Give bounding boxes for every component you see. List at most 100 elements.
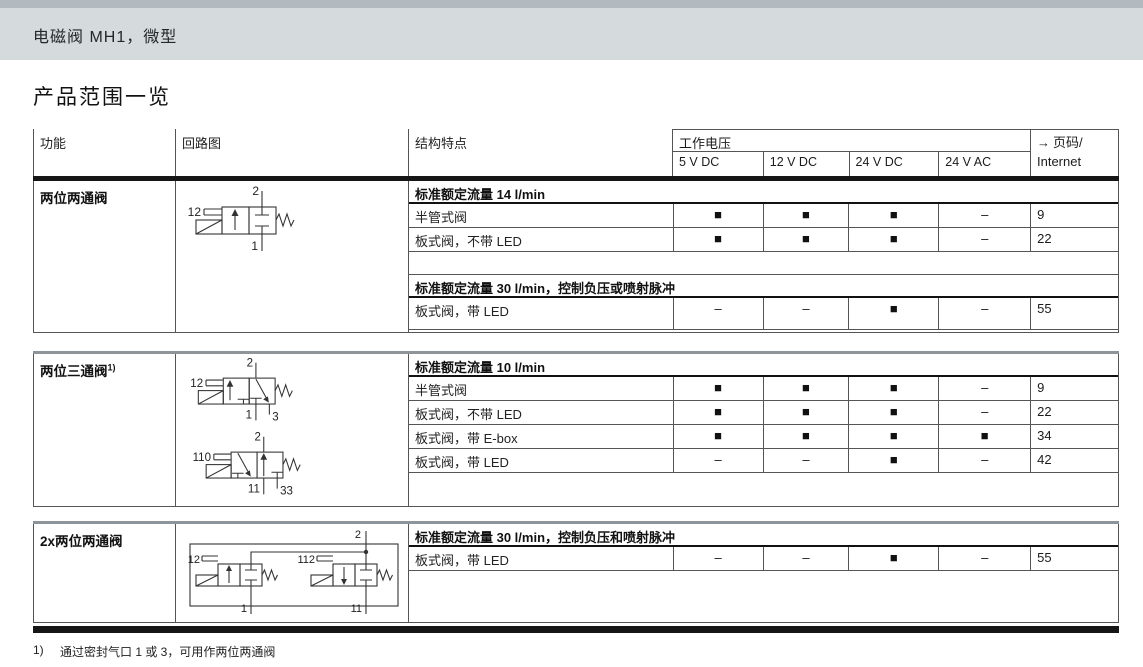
- row-label: 板式阀，带 LED: [415, 553, 509, 568]
- availability-cell: ■: [848, 401, 938, 424]
- availability-cell: ■: [672, 401, 763, 424]
- availability-cell: –: [672, 449, 763, 472]
- voltage-group-title: 工作电压: [673, 130, 1030, 152]
- availability-cell: –: [762, 547, 849, 570]
- voltage-subheaders: 5 V DC 12 V DC 24 V DC 24 V AC: [673, 152, 1030, 176]
- table-header-row: 功能 回路图 结构特点 工作电压 5 V DC 12 V DC 24 V DC …: [33, 129, 1119, 176]
- availability-cell: ■: [672, 228, 763, 251]
- availability-cell: –: [938, 298, 1030, 329]
- row-label: 板式阀，不带 LED: [415, 407, 522, 422]
- page-number-cell: 42: [1030, 449, 1118, 472]
- function-label: 两位三通阀: [40, 364, 108, 379]
- port-label-top: 2: [254, 432, 260, 444]
- col-header-5vdc: 5 V DC: [679, 155, 720, 169]
- section-title: 产品范围一览: [33, 86, 171, 109]
- availability-cell: ■: [672, 425, 763, 448]
- availability-cell: ■: [672, 204, 763, 227]
- availability-cell: ■: [848, 228, 938, 251]
- circuit-cell: 12 112 2 1 11: [175, 524, 408, 622]
- port-label-top: 2: [247, 358, 253, 370]
- col-header-12vdc: 12 V DC: [762, 152, 849, 176]
- table-row: 板式阀，带 E-box ■ ■ ■ ■ 34: [409, 425, 1118, 449]
- spacer-row: [409, 252, 1118, 275]
- table-row: 板式阀，不带 LED ■ ■ ■ – 22: [409, 228, 1118, 252]
- circuit-diagram-3-2-valve-no: 110 2 11 33: [193, 432, 301, 497]
- availability-cell: ■: [848, 298, 938, 329]
- port-label-pilot: 12: [190, 378, 203, 390]
- flow-rate-header: 标准额定流量 30 l/min，控制负压或喷射脉冲: [409, 275, 1118, 298]
- title-band: 电磁阀 MH1，微型: [0, 8, 1143, 60]
- row-label: 半管式阀: [415, 210, 468, 225]
- availability-cell: –: [938, 377, 1030, 400]
- availability-cell: –: [938, 449, 1030, 472]
- table-section-dual-2-2-valve: 2x两位两通阀: [33, 521, 1119, 623]
- availability-cell: –: [672, 298, 763, 329]
- table-row: 板式阀，不带 LED ■ ■ ■ – 22: [409, 401, 1118, 425]
- circuit-diagram-3-2-valve-nc: 12 2 1 3: [190, 358, 293, 423]
- col-header-24vac: 24 V AC: [938, 152, 1030, 176]
- port-label-bottom-left: 1: [246, 409, 252, 421]
- product-overview-table: 功能 回路图 结构特点 工作电压 5 V DC 12 V DC 24 V DC …: [33, 129, 1119, 623]
- port-label-bottom-right: 33: [280, 485, 293, 497]
- availability-cell: –: [938, 204, 1030, 227]
- col-header-function: 功能: [33, 129, 175, 176]
- section-gap: [33, 507, 1119, 521]
- availability-cell: ■: [762, 425, 849, 448]
- function-cell: 2x两位两通阀: [33, 524, 175, 622]
- port-label-pilot: 110: [193, 452, 211, 464]
- port-label-top: 2: [355, 529, 361, 541]
- page-number-cell: 34: [1030, 425, 1118, 448]
- availability-cell: ■: [848, 377, 938, 400]
- col-header-24vdc: 24 V DC: [848, 152, 939, 176]
- col-header-voltage-group: 工作电压 5 V DC 12 V DC 24 V DC 24 V AC: [672, 129, 1030, 176]
- footnote-marker: 1): [33, 643, 44, 657]
- table-row: 半管式阀 ■ ■ ■ – 9: [409, 204, 1118, 228]
- col-header-features: 结构特点: [408, 129, 672, 176]
- page-number-cell: 22: [1030, 228, 1118, 251]
- availability-cell: ■: [848, 425, 938, 448]
- availability-cell: ■: [762, 204, 849, 227]
- port-label-bottom-left: 1: [241, 603, 247, 615]
- table-section-3-2-valve: 两位三通阀1) 12 2 1 3: [33, 351, 1119, 507]
- circuit-diagram-dual-2-2-valve: 12 112 2 1 11: [188, 529, 399, 615]
- flow-rate-header: 标准额定流量 30 l/min，控制负压和喷射脉冲: [409, 524, 1118, 547]
- row-label: 板式阀，带 LED: [415, 455, 509, 470]
- circuit-diagram-2-2-valve: 12 2 1: [188, 185, 295, 253]
- port-label-top: 2: [252, 185, 259, 198]
- port-label-bottom-right: 11: [351, 603, 362, 615]
- page-number-cell: 55: [1030, 547, 1118, 570]
- row-label: 半管式阀: [415, 383, 468, 398]
- footnote: 1) 通过密封气口 1 或 3，可用作两位两通阀: [33, 643, 1143, 660]
- port-label-bottom-right: 3: [272, 411, 278, 423]
- footnote-ref: 1): [107, 362, 116, 373]
- filler: [409, 330, 1118, 332]
- function-cell: 两位两通阀: [33, 181, 175, 332]
- circuit-cell: 12 2 1: [175, 181, 408, 332]
- availability-cell: ■: [762, 401, 849, 424]
- port-label-pilot: 12: [188, 205, 202, 219]
- section-rows: 标准额定流量 10 l/min 半管式阀 ■ ■ ■ – 9 板式阀，不带 LE…: [408, 354, 1119, 506]
- availability-cell: –: [762, 449, 849, 472]
- availability-cell: ■: [762, 377, 849, 400]
- function-label: 2x两位两通阀: [40, 534, 123, 549]
- flow-rate-header: 标准额定流量 10 l/min: [409, 354, 1118, 377]
- filler: [409, 571, 1118, 622]
- circuit-cell: 12 2 1 3 110 2 11: [175, 354, 408, 506]
- page-title: 电磁阀 MH1，微型: [33, 29, 178, 46]
- row-label: 板式阀，带 LED: [415, 304, 509, 319]
- availability-cell: –: [938, 547, 1030, 570]
- filler: [409, 473, 1118, 506]
- function-cell: 两位三通阀1): [33, 354, 175, 506]
- page-number-cell: 55: [1030, 298, 1118, 329]
- availability-cell: ■: [762, 228, 849, 251]
- page-number-cell: 9: [1030, 377, 1118, 400]
- header-separator-bar: [33, 176, 1119, 181]
- footnote-text: 通过密封气口 1 或 3，可用作两位两通阀: [60, 645, 276, 659]
- row-label: 板式阀，不带 LED: [415, 234, 522, 249]
- availability-cell: ■: [848, 547, 938, 570]
- col-header-circuit: 回路图: [175, 129, 408, 176]
- availability-cell: –: [938, 228, 1030, 251]
- section-gap: [33, 333, 1119, 351]
- availability-cell: –: [938, 401, 1030, 424]
- page-number-cell: 22: [1030, 401, 1118, 424]
